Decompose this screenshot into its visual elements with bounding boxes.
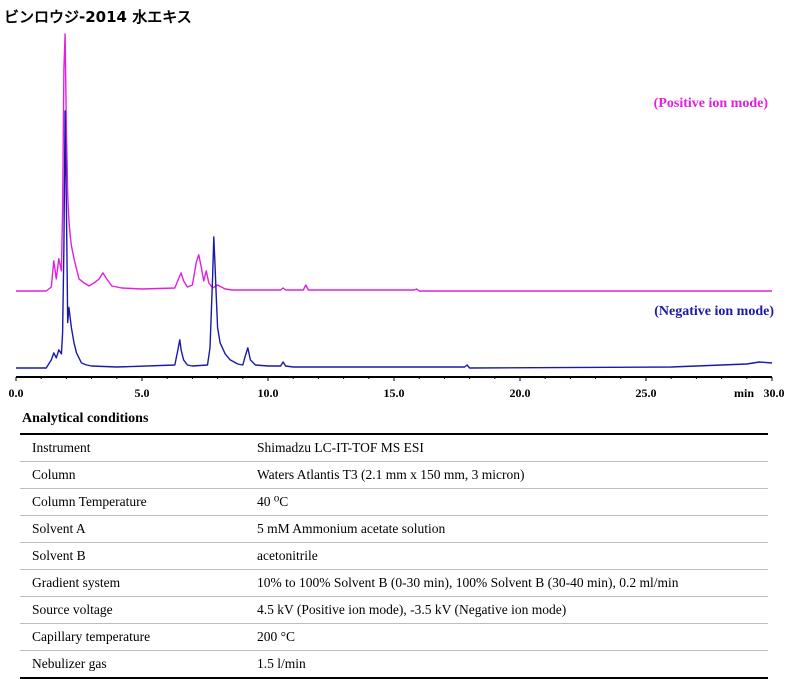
chromatogram-chart: 0.0 5.0 10.0 15.0 20.0 25.0 30.0 (Positive ion… bbox=[9, 33, 785, 400]
condition-value: Shimadzu LC-IT-TOF MS ESI bbox=[257, 434, 768, 462]
table-row: Source voltage 4.5 kV (Positive ion mode)… bbox=[20, 596, 768, 624]
table-row: Nebulizer gas 1.5 l/min bbox=[20, 651, 768, 679]
negative-series-label: (Negative ion mode) bbox=[654, 304, 774, 319]
analytical-conditions: Analytical conditions Instrument Shimadzu… bbox=[20, 411, 768, 679]
condition-parameter: Source voltage bbox=[20, 596, 257, 624]
condition-value: acetonitrile bbox=[257, 542, 768, 570]
condition-value: 1.5 l/min bbox=[257, 656, 306, 671]
condition-parameter: Solvent B bbox=[20, 542, 257, 570]
conditions-table: Instrument Shimadzu LC-IT-TOF MS ESI Colum… bbox=[20, 433, 768, 679]
table-row: Gradient system 10% to 100% Solvent B (0-… bbox=[20, 569, 768, 597]
condition-value: 40 ⁰C bbox=[257, 488, 768, 516]
condition-parameter: Gradient system bbox=[20, 569, 257, 597]
condition-parameter: Capillary temperature bbox=[20, 623, 257, 651]
chart-title: ビンロウジ-2014 水エキス bbox=[4, 8, 192, 26]
table-row: Column Waters Atlantis T3 (2.1 mm x 150 m… bbox=[20, 461, 768, 489]
negative-trace bbox=[16, 110, 773, 369]
x-tick-label: 15.0 bbox=[384, 386, 405, 400]
table-row: Column Temperature 40 ⁰C bbox=[20, 488, 768, 516]
condition-value: Waters Atlantis T3 (2.1 mm x 150 mm, 3 m… bbox=[257, 461, 768, 489]
series-group bbox=[16, 33, 773, 369]
table-row: Instrument Shimadzu LC-IT-TOF MS ESI bbox=[20, 434, 768, 462]
condition-value: 4.5 kV (Positive ion mode), -3.5 kV (Neg… bbox=[257, 596, 768, 624]
condition-parameter: Instrument bbox=[20, 434, 257, 462]
conditions-heading: Analytical conditions bbox=[22, 411, 149, 426]
condition-parameter: Column Temperature bbox=[20, 488, 257, 516]
condition-value: 5 mM Ammonium acetate solution bbox=[257, 515, 768, 543]
x-tick-label: 20.0 bbox=[510, 386, 531, 400]
x-axis-label: min bbox=[734, 386, 754, 400]
x-tick-label: 25.0 bbox=[636, 386, 657, 400]
x-tick-label: 0.0 bbox=[9, 386, 24, 400]
condition-value: 200 °C bbox=[257, 623, 768, 651]
table-row: Capillary temperature 200 °C bbox=[20, 623, 768, 651]
condition-parameter: Solvent A bbox=[20, 515, 257, 543]
x-tick-label: 10.0 bbox=[258, 386, 279, 400]
x-tick-label: 30.0 bbox=[764, 386, 785, 400]
condition-parameter: Column bbox=[20, 461, 257, 489]
positive-trace bbox=[16, 33, 772, 292]
condition-value: 10% to 100% Solvent B (0-30 min), 100% S… bbox=[257, 569, 768, 597]
condition-parameter: Nebulizer gas bbox=[32, 656, 107, 671]
positive-series-label: (Positive ion mode) bbox=[654, 96, 769, 111]
x-tick-label: 5.0 bbox=[135, 386, 150, 400]
x-axis-ticks: 0.0 5.0 10.0 15.0 20.0 25.0 30.0 bbox=[9, 377, 785, 400]
